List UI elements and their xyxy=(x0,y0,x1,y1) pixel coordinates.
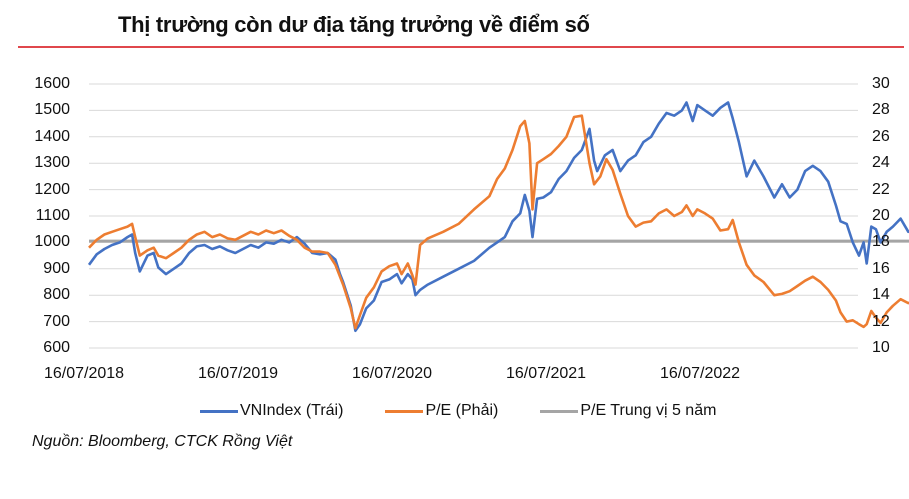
y-right-tick: 14 xyxy=(872,286,890,304)
legend-item-pe-median: P/E Trung vị 5 năm xyxy=(540,402,716,420)
y-left-tick: 700 xyxy=(43,312,70,330)
x-tick: 16/07/2018 xyxy=(44,365,125,382)
legend-label-pe-median: P/E Trung vị 5 năm xyxy=(580,402,717,419)
series-lines xyxy=(87,101,909,333)
y-left-tick: 900 xyxy=(43,259,70,277)
x-tick: 16/07/2021 xyxy=(506,365,587,382)
legend-swatch-pe xyxy=(385,409,424,413)
y-left-tick: 1500 xyxy=(34,101,70,119)
y-right-tick: 18 xyxy=(872,233,890,251)
legend-swatch-pe-median xyxy=(540,409,579,413)
gridlines xyxy=(89,83,858,349)
y-right-tick: 16 xyxy=(872,259,890,277)
legend-item-vnindex: VNIndex (Trái) xyxy=(200,402,343,420)
source-note: Nguồn: Bloomberg, CTCK Rồng Việt xyxy=(32,433,293,450)
y-left-tick: 800 xyxy=(43,286,70,304)
x-tick: 16/07/2022 xyxy=(660,365,741,382)
y-left-tick: 600 xyxy=(43,339,70,356)
y-right-tick: 24 xyxy=(872,154,890,172)
chart-title: Thị trường còn dư địa tăng trưởng về điể… xyxy=(118,12,590,37)
y-left-tick: 1400 xyxy=(34,127,70,145)
legend-item-pe: P/E (Phải) xyxy=(385,402,498,420)
y-right-tick: 28 xyxy=(872,101,890,119)
series-line-vnindex xyxy=(87,101,909,333)
y-left-tick: 1100 xyxy=(35,207,70,224)
x-tick: 16/07/2020 xyxy=(352,365,433,382)
legend-swatch-vnindex xyxy=(200,409,238,413)
legend-label-pe: P/E (Phải) xyxy=(425,402,499,419)
y-right-tick: 10 xyxy=(872,339,890,356)
legend: VNIndex (Trái) P/E (Phải) P/E Trung vị 5… xyxy=(200,402,758,420)
legend-label-vnindex: VNIndex (Trái) xyxy=(240,402,344,419)
y-left-tick: 1300 xyxy=(34,154,70,172)
y-left-tick: 1200 xyxy=(34,180,70,198)
y-left-tick: 1600 xyxy=(34,75,70,92)
y-right-tick: 12 xyxy=(872,312,890,330)
y-right-tick: 26 xyxy=(872,127,890,145)
y-right-tick: 22 xyxy=(872,180,890,198)
y-right-tick: 20 xyxy=(872,207,890,224)
series-line-pe xyxy=(88,114,909,330)
y-right-tick: 30 xyxy=(872,75,890,92)
y-left-tick: 1000 xyxy=(34,233,70,251)
x-tick: 16/07/2019 xyxy=(198,365,279,382)
title-divider xyxy=(18,46,904,48)
